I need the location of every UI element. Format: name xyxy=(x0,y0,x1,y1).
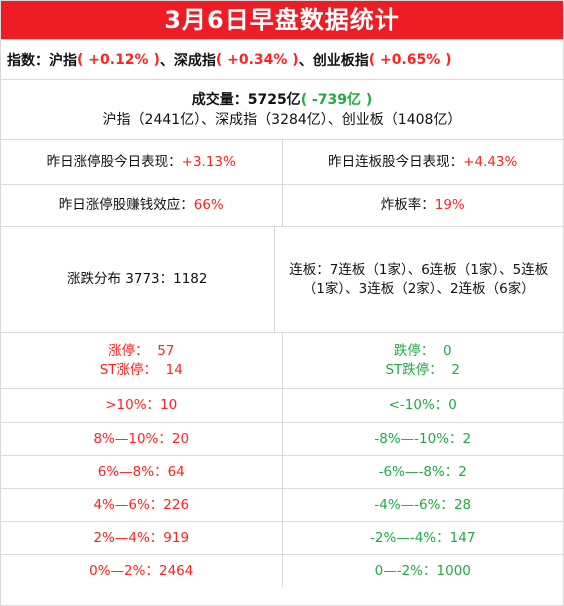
range-row: 8%—10%： 20 -8%—-10%： 2 xyxy=(1,422,563,455)
sz-index-name: 深成指 xyxy=(173,52,216,69)
range-row: 4%—6%： 226 -4%—-6%： 28 xyxy=(1,488,563,521)
range-down-cell: -8%—-10%： 2 xyxy=(281,423,564,455)
indices-row: 指数： 沪指 ( +0.12% ) 、 深成指 ( +0.34% ) 、 创业板… xyxy=(1,39,563,79)
stat-label: 2%—4%： xyxy=(93,529,164,546)
indices-label: 指数： xyxy=(7,52,49,69)
range-down-cell: -6%—-8%： 2 xyxy=(281,456,564,488)
range-up-cell: >10%： 10 xyxy=(1,389,282,422)
stat-value: 0 xyxy=(443,342,452,359)
money-effect: 昨日涨停股赚钱效应： 66% xyxy=(1,185,282,226)
stat-label: -6%—-8%： xyxy=(378,463,459,480)
sh-index-name: 沪指 xyxy=(49,52,77,69)
money-effect-value: 66% xyxy=(193,197,224,213)
stat-value: 1000 xyxy=(436,562,471,579)
cy-index-name: 创业板指 xyxy=(312,52,369,69)
stat-label: <-10%： xyxy=(388,397,449,413)
sh-index-change: ( +0.12% ) xyxy=(77,51,160,68)
stat-label: 涨停： xyxy=(108,342,149,359)
stat-label: >10%： xyxy=(105,397,161,413)
stat-label: -2%—-4%： xyxy=(370,529,450,546)
stat-label: ST跌停： xyxy=(385,361,443,378)
consecutive-boards: 连板：7连板（1家）、6连板（1家）、5连板（1家）、3连板（2家）、2连板（6… xyxy=(273,227,564,332)
stat-value: 2464 xyxy=(158,562,194,579)
stat-value: 20 xyxy=(171,430,190,447)
stat-label: ST涨停： xyxy=(99,361,158,378)
limit-row: 涨停： 57 ST涨停： 14 跌停： 0 ST跌停： 2 xyxy=(1,332,563,388)
stat-label: 8%—10%： xyxy=(93,430,172,447)
st-limit-up-stat: ST涨停： 14 xyxy=(100,361,183,380)
stat-value: 28 xyxy=(453,496,472,513)
range-up-cell: 4%—6%： 226 xyxy=(1,489,282,521)
range-up-cell: 0%—2%： 2464 xyxy=(1,555,282,587)
stat-value: 147 xyxy=(449,529,476,546)
range-row: 2%—4%： 919 -2%—-4%： 147 xyxy=(1,521,563,554)
performance-row: 昨日涨停股今日表现： +3.13% 昨日连板股今日表现： +4.43% xyxy=(1,139,563,184)
range-row: >10%： 10 <-10%： 0 xyxy=(1,388,563,422)
money-effect-label: 昨日涨停股赚钱效应： xyxy=(58,197,194,213)
stat-label: 6%—8%： xyxy=(97,463,168,480)
volume-line: 成交量：5725亿( -739亿 ) xyxy=(192,90,373,110)
limit-down-cell: 跌停： 0 ST跌停： 2 xyxy=(281,333,564,388)
limit-up-performance: 昨日涨停股今日表现： +3.13% xyxy=(1,140,282,184)
updown-distribution: 涨跌分布 3773：1182 xyxy=(66,271,208,287)
volume-detail: 沪指（2441亿）、深成指（3284亿）、创业板（1408亿） xyxy=(102,111,462,128)
stat-value: 2 xyxy=(458,463,467,480)
separator: 、 xyxy=(159,52,174,69)
limit-up-stat: 涨停： 57 xyxy=(108,342,174,361)
stat-value: 14 xyxy=(165,361,183,378)
stat-value: 2 xyxy=(462,430,472,447)
st-limit-down-stat: ST跌停： 2 xyxy=(385,361,460,380)
limit-up-performance-label: 昨日涨停股今日表现： xyxy=(46,153,182,170)
range-down-cell: -2%—-4%： 147 xyxy=(281,522,564,554)
distribution-row: 涨跌分布 3773：1182 连板：7连板（1家）、6连板（1家）、5连板（1家… xyxy=(1,226,563,332)
cy-index-change: ( +0.65% ) xyxy=(368,51,452,68)
sz-index-change: ( +0.34% ) xyxy=(215,51,299,68)
stat-label: -8%—-10%： xyxy=(374,430,463,447)
separator: 、 xyxy=(298,52,313,69)
effect-row: 昨日涨停股赚钱效应： 66% 炸板率： 19% xyxy=(1,184,563,226)
range-down-cell: <-10%： 0 xyxy=(281,389,564,422)
range-down-cell: -4%—-6%： 28 xyxy=(281,489,564,521)
consecutive-performance-label: 昨日连板股今日表现： xyxy=(328,153,464,170)
stat-value: 2 xyxy=(451,361,460,378)
stat-label: -4%—-6%： xyxy=(374,496,454,513)
consecutive-performance: 昨日连板股今日表现： +4.43% xyxy=(281,140,564,184)
break-rate-label: 炸板率： xyxy=(380,197,435,213)
stat-label: 4%—6%： xyxy=(93,496,164,513)
consecutive-performance-value: +4.43% xyxy=(463,153,518,170)
limit-up-cell: 涨停： 57 ST涨停： 14 xyxy=(1,333,282,388)
break-rate: 炸板率： 19% xyxy=(281,185,564,226)
page-title: 3月6日早盘数据统计 xyxy=(1,1,563,39)
range-up-cell: 8%—10%： 20 xyxy=(1,423,282,455)
stat-value: 64 xyxy=(167,463,185,480)
stat-value: 57 xyxy=(157,342,175,359)
range-up-cell: 2%—4%： 919 xyxy=(1,522,282,554)
stat-label: 跌停： xyxy=(393,342,435,359)
limit-up-performance-value: +3.13% xyxy=(181,153,236,170)
volume-total: 成交量：5725亿 xyxy=(191,91,301,108)
volume-row: 成交量：5725亿( -739亿 ) 沪指（2441亿）、深成指（3284亿）、… xyxy=(1,79,563,139)
stat-value: 226 xyxy=(163,496,190,513)
stat-label: 0%—2%： xyxy=(89,562,159,579)
range-down-cell: 0—-2%： 1000 xyxy=(281,555,564,587)
stat-value: 10 xyxy=(160,397,178,413)
stat-value: 0 xyxy=(448,397,457,413)
stat-value: 919 xyxy=(163,529,190,546)
break-rate-value: 19% xyxy=(434,197,465,213)
limit-down-stat: 跌停： 0 xyxy=(394,342,452,361)
stat-label: 0—-2%： xyxy=(374,562,437,579)
volume-change: ( -739亿 ) xyxy=(300,91,373,108)
range-up-cell: 6%—8%： 64 xyxy=(1,456,282,488)
range-row: 0%—2%： 2464 0—-2%： 1000 xyxy=(1,554,563,587)
range-row: 6%—8%： 64 -6%—-8%： 2 xyxy=(1,455,563,488)
